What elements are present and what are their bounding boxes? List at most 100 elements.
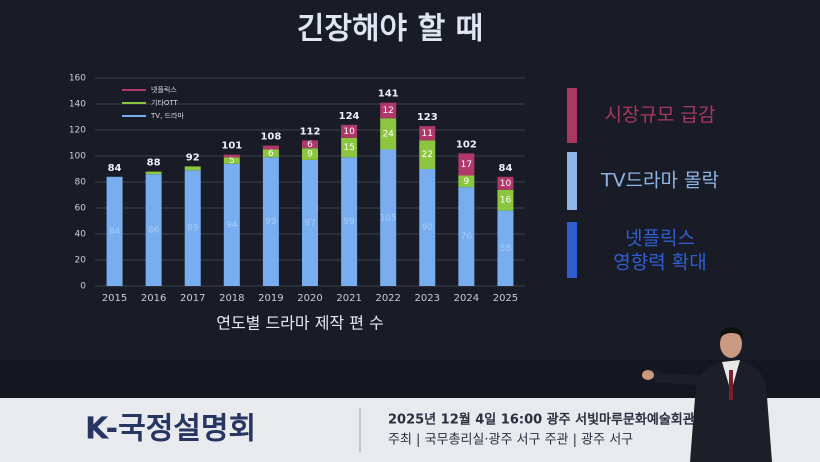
segment-label: 86 bbox=[148, 226, 160, 236]
banner-logo: K-국정설명회 bbox=[85, 412, 256, 447]
bar-segment bbox=[497, 176, 514, 190]
bar-segment bbox=[302, 140, 318, 149]
y-tick-label: 80 bbox=[75, 178, 87, 188]
bar-segment bbox=[380, 118, 397, 150]
bar-segment bbox=[419, 126, 436, 141]
bar-segment bbox=[380, 102, 397, 119]
legend-label: 기타OTT bbox=[151, 98, 179, 107]
note-line: 영향력 확대 bbox=[613, 251, 706, 273]
total-label: 112 bbox=[300, 126, 321, 137]
total-label: 141 bbox=[378, 89, 399, 100]
segment-label: 22 bbox=[422, 150, 433, 160]
bar-segment bbox=[341, 137, 358, 158]
y-tick-label: 0 bbox=[80, 282, 86, 292]
bar-segment bbox=[184, 166, 201, 171]
note-bar bbox=[567, 152, 577, 210]
bar-segment bbox=[302, 159, 318, 286]
x-tick-label: 2019 bbox=[258, 293, 283, 304]
bar-segment bbox=[145, 171, 162, 175]
segment-label: 90 bbox=[422, 223, 434, 233]
bar-segment bbox=[419, 140, 436, 169]
total-label: 88 bbox=[147, 158, 161, 169]
segment-label: 24 bbox=[382, 129, 394, 139]
bar-segment bbox=[223, 154, 240, 158]
segment-label: 5 bbox=[229, 156, 235, 166]
bar-segment bbox=[302, 148, 318, 160]
bar-segment bbox=[458, 187, 475, 286]
bar-segment bbox=[223, 157, 240, 164]
segment-label: 17 bbox=[461, 160, 472, 170]
segment-label: 12 bbox=[382, 106, 393, 116]
bar-segment bbox=[380, 149, 397, 286]
total-label: 92 bbox=[186, 152, 200, 163]
bar-segment bbox=[223, 163, 240, 286]
note-bar bbox=[567, 222, 577, 278]
bar-segment bbox=[419, 169, 436, 286]
segment-label: 9 bbox=[463, 177, 469, 187]
segment-label: 105 bbox=[380, 213, 397, 223]
bar-segment bbox=[106, 176, 123, 286]
segment-label: 99 bbox=[265, 217, 277, 227]
banner-line: 2025년 12월 4일 16:00 광주 서빛마루문화예술회관 bbox=[388, 412, 695, 428]
bar-segment bbox=[497, 210, 514, 286]
segment-label: 10 bbox=[500, 179, 512, 189]
bar-segment bbox=[262, 157, 279, 286]
x-tick-label: 2017 bbox=[180, 293, 205, 304]
segment-label: 58 bbox=[500, 244, 512, 254]
y-tick-label: 60 bbox=[75, 204, 87, 214]
x-tick-label: 2015 bbox=[102, 293, 127, 304]
note-bar bbox=[567, 88, 577, 143]
legend-label: TV, 드라마 bbox=[150, 111, 184, 120]
total-label: 84 bbox=[108, 163, 122, 174]
segment-label: 76 bbox=[461, 232, 473, 242]
y-tick-label: 140 bbox=[69, 100, 86, 110]
legend-label: 넷플릭스 bbox=[151, 85, 177, 94]
segment-label: 84 bbox=[109, 227, 121, 237]
bar-segment bbox=[262, 149, 279, 158]
banner bbox=[0, 398, 820, 462]
total-label: 123 bbox=[417, 112, 438, 123]
bar-segment bbox=[341, 124, 358, 138]
segment-label: 9 bbox=[307, 150, 313, 160]
y-tick-label: 100 bbox=[69, 152, 86, 162]
total-label: 102 bbox=[456, 139, 477, 150]
total-label: 124 bbox=[339, 111, 360, 122]
x-tick-label: 2024 bbox=[454, 293, 479, 304]
note-text: TV드라마 몰락 bbox=[600, 170, 719, 192]
screen bbox=[0, 0, 820, 360]
banner-line: 주최 | 국무총리실·광주 서구 주관 | 광주 서구 bbox=[388, 433, 633, 448]
chart-title: 긴장해야 할 때 bbox=[297, 12, 484, 47]
bar-segment bbox=[145, 174, 162, 286]
x-tick-label: 2021 bbox=[336, 293, 361, 304]
segment-label: 99 bbox=[343, 217, 355, 227]
bar-segment bbox=[458, 175, 475, 188]
x-tick-label: 2025 bbox=[493, 293, 518, 304]
bar-segment bbox=[497, 189, 514, 211]
x-tick-label: 2022 bbox=[375, 293, 400, 304]
bar-segment bbox=[341, 157, 358, 286]
segment-label: 15 bbox=[343, 143, 354, 153]
y-tick-label: 160 bbox=[69, 74, 86, 84]
segment-label: 11 bbox=[422, 129, 433, 139]
total-label: 101 bbox=[221, 141, 242, 152]
segment-label: 6 bbox=[307, 140, 313, 150]
speaker bbox=[642, 326, 772, 462]
note-text: 시장규모 급감 bbox=[605, 104, 716, 126]
bar-segment bbox=[262, 145, 279, 150]
y-tick-label: 40 bbox=[75, 230, 87, 240]
x-tick-label: 2016 bbox=[141, 293, 166, 304]
x-tick-label: 2020 bbox=[297, 293, 322, 304]
y-tick-label: 20 bbox=[75, 256, 87, 266]
segment-label: 6 bbox=[268, 149, 274, 159]
segment-label: 10 bbox=[343, 127, 355, 137]
x-axis-title: 연도별 드라마 제작 편 수 bbox=[216, 314, 384, 333]
segment-label: 89 bbox=[187, 224, 199, 234]
bar-segment bbox=[184, 170, 201, 286]
x-tick-label: 2023 bbox=[415, 293, 440, 304]
segment-label: 94 bbox=[226, 220, 238, 230]
y-tick-label: 120 bbox=[69, 126, 86, 136]
segment-label: 97 bbox=[304, 218, 315, 228]
x-tick-label: 2018 bbox=[219, 293, 244, 304]
